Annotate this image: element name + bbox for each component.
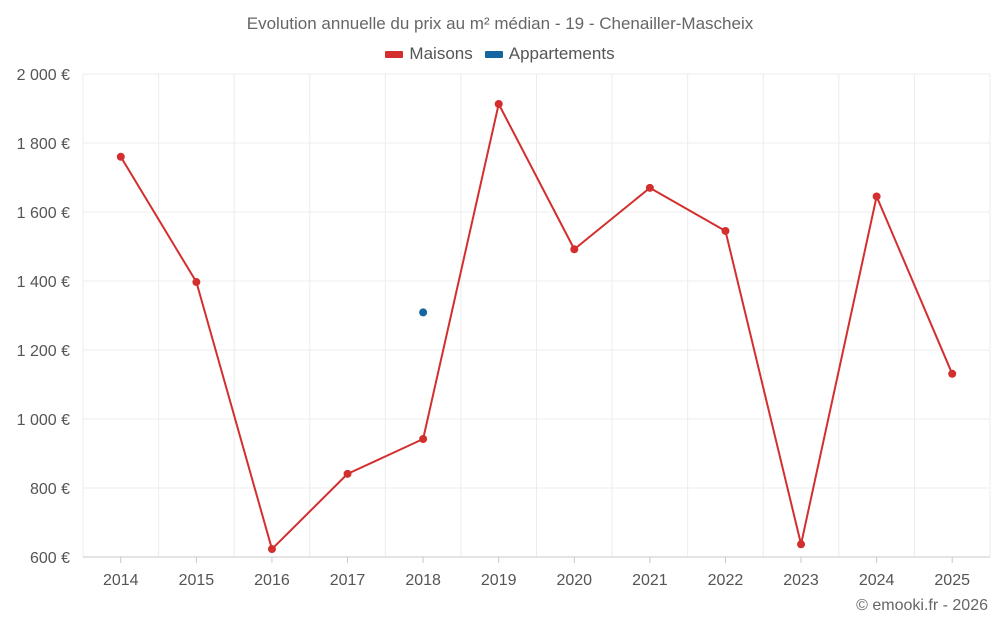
legend-label-maisons: Maisons <box>409 44 473 63</box>
data-point-maisons <box>948 369 957 378</box>
data-point-maisons <box>419 435 428 444</box>
x-tick-label: 2022 <box>708 572 744 589</box>
data-point-maisons <box>645 183 654 192</box>
y-tick-label: 600 € <box>30 550 70 567</box>
x-tick-label: 2019 <box>481 572 517 589</box>
y-tick-label: 1 000 € <box>17 412 70 429</box>
legend-item-maisons[interactable]: Maisons <box>385 44 473 64</box>
legend-swatch-maisons <box>385 50 404 58</box>
data-point-maisons <box>721 226 730 235</box>
y-tick-label: 1 400 € <box>17 274 70 291</box>
credit-text: © emooki.fr - 2026 <box>856 597 988 614</box>
y-tick-label: 800 € <box>30 481 70 498</box>
x-tick-label: 2017 <box>330 572 366 589</box>
data-point-maisons <box>570 245 579 254</box>
x-tick-label: 2018 <box>405 572 441 589</box>
y-tick-label: 1 200 € <box>17 343 70 360</box>
data-point-maisons <box>494 100 503 109</box>
data-point-appartements <box>419 308 428 317</box>
data-point-maisons <box>116 152 125 161</box>
x-tick-label: 2023 <box>783 572 819 589</box>
series-line-maisons <box>119 103 954 551</box>
x-tick-label: 2024 <box>859 572 895 589</box>
data-point-maisons <box>192 278 201 287</box>
x-tick-label: 2016 <box>254 572 290 589</box>
x-tick-label: 2021 <box>632 572 668 589</box>
x-tick-label: 2014 <box>103 572 139 589</box>
x-tick-label: 2020 <box>556 572 592 589</box>
data-point-maisons <box>343 469 352 478</box>
legend: Maisons Appartements <box>0 44 1000 64</box>
y-tick-label: 1 800 € <box>17 136 70 153</box>
x-tick-label: 2015 <box>179 572 215 589</box>
x-tick-label: 2025 <box>934 572 970 589</box>
y-tick-label: 1 600 € <box>17 205 70 222</box>
chart-title: Evolution annuelle du prix au m² médian … <box>246 14 754 33</box>
legend-item-appartements[interactable]: Appartements <box>484 44 615 64</box>
legend-swatch-appartements <box>484 50 503 58</box>
y-tick-label: 2 000 € <box>17 67 70 84</box>
data-point-maisons <box>872 192 881 201</box>
legend-label-appartements: Appartements <box>508 44 615 63</box>
data-point-maisons <box>797 540 806 549</box>
data-point-maisons <box>267 545 276 554</box>
